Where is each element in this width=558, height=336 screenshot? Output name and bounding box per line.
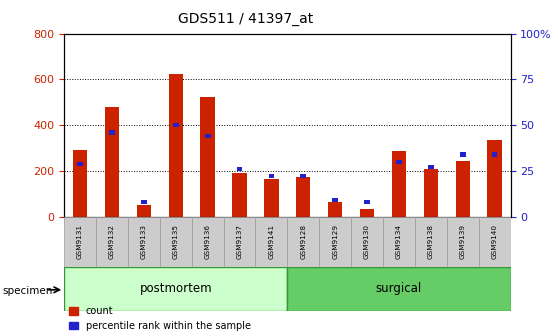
Bar xyxy=(460,153,465,157)
Bar xyxy=(256,217,287,267)
Bar xyxy=(333,198,338,202)
Text: GSM9137: GSM9137 xyxy=(237,224,243,259)
Bar xyxy=(224,217,256,267)
Bar xyxy=(137,205,151,217)
Legend: count, percentile rank within the sample: count, percentile rank within the sample xyxy=(69,306,251,331)
Bar xyxy=(328,202,343,217)
Bar xyxy=(173,123,179,127)
Bar xyxy=(383,217,415,267)
Bar xyxy=(64,217,96,267)
Bar xyxy=(237,167,242,171)
Bar xyxy=(455,161,470,217)
Text: GSM9131: GSM9131 xyxy=(77,224,83,259)
Text: GSM9134: GSM9134 xyxy=(396,224,402,259)
Bar xyxy=(396,160,402,164)
Text: GSM9133: GSM9133 xyxy=(141,224,147,259)
Text: GSM9141: GSM9141 xyxy=(268,224,275,259)
Bar xyxy=(205,134,210,138)
Text: specimen: specimen xyxy=(3,286,53,296)
Bar xyxy=(287,267,511,311)
Text: GSM9128: GSM9128 xyxy=(300,224,306,259)
Bar xyxy=(200,96,215,217)
Text: GDS511 / 41397_at: GDS511 / 41397_at xyxy=(178,12,313,26)
Bar xyxy=(492,153,498,157)
Bar xyxy=(160,217,192,267)
Text: GSM9138: GSM9138 xyxy=(428,224,434,259)
Text: GSM9140: GSM9140 xyxy=(492,224,498,259)
Bar xyxy=(192,217,224,267)
Bar xyxy=(141,200,147,204)
Bar xyxy=(264,179,278,217)
Bar xyxy=(424,169,438,217)
Bar xyxy=(64,267,287,311)
Text: surgical: surgical xyxy=(376,283,422,295)
Bar xyxy=(351,217,383,267)
Bar xyxy=(360,209,374,217)
Bar xyxy=(447,217,479,267)
Bar xyxy=(96,217,128,267)
Bar xyxy=(77,162,83,166)
Text: GSM9130: GSM9130 xyxy=(364,224,370,259)
Bar xyxy=(415,217,447,267)
Text: GSM9129: GSM9129 xyxy=(332,224,338,259)
Bar xyxy=(479,217,511,267)
Bar xyxy=(128,217,160,267)
Text: postmortem: postmortem xyxy=(140,283,212,295)
Bar xyxy=(109,130,115,134)
Bar xyxy=(268,174,275,178)
Bar xyxy=(73,150,87,217)
Bar xyxy=(392,152,406,217)
Bar xyxy=(169,74,183,217)
Bar xyxy=(488,140,502,217)
Text: GSM9139: GSM9139 xyxy=(460,224,466,259)
Text: GSM9136: GSM9136 xyxy=(205,224,211,259)
Bar xyxy=(428,165,434,169)
Bar xyxy=(300,174,306,178)
Bar xyxy=(319,217,351,267)
Bar xyxy=(296,177,310,217)
Bar xyxy=(364,200,370,204)
Bar xyxy=(105,107,119,217)
Bar xyxy=(232,173,247,217)
Text: GSM9132: GSM9132 xyxy=(109,224,115,259)
Bar xyxy=(287,217,319,267)
Text: GSM9135: GSM9135 xyxy=(173,224,179,259)
